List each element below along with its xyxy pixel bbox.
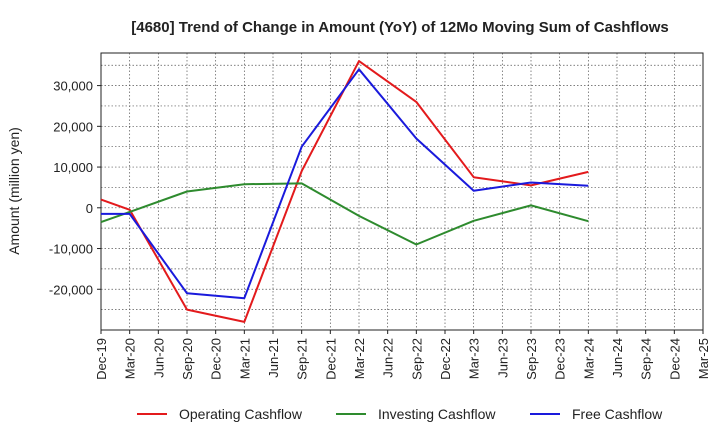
x-tick-label: Sep-21 bbox=[295, 338, 310, 380]
free-cashflow-legend-label: Free Cashflow bbox=[572, 406, 663, 422]
plot-area-frame bbox=[100, 52, 704, 331]
x-tick-label: Dec-20 bbox=[209, 338, 224, 380]
x-tick-label: Dec-22 bbox=[438, 338, 453, 380]
x-tick-label: Mar-22 bbox=[352, 338, 367, 379]
y-axis-ticks: 30,000 20,000 10,000 0 -10,000 -20,000 bbox=[49, 79, 101, 297]
x-tick-label: Dec-23 bbox=[553, 338, 568, 380]
x-tick-label: Dec-24 bbox=[667, 338, 682, 380]
x-tick-label: Mar-20 bbox=[123, 338, 138, 379]
investing-cashflow-line bbox=[100, 182, 589, 246]
y-tick-label: 0 bbox=[86, 201, 93, 216]
y-tick-label: 10,000 bbox=[53, 160, 93, 175]
x-tick-label: Jun-23 bbox=[495, 338, 510, 378]
x-tick-label: Sep-22 bbox=[409, 338, 424, 380]
free-cashflow-line bbox=[101, 68, 589, 300]
series-lines bbox=[100, 60, 589, 323]
x-tick-label: Dec-19 bbox=[94, 338, 109, 380]
x-tick-label: Mar-25 bbox=[696, 338, 711, 379]
x-tick-label: Sep-23 bbox=[524, 338, 539, 380]
legend: Operating Cashflow Investing Cashflow Free… bbox=[137, 406, 663, 422]
chart-title: [4680] Trend of Change in Amount (YoY) o… bbox=[131, 19, 669, 36]
y-tick-label: -20,000 bbox=[49, 282, 93, 297]
x-tick-label: Mar-23 bbox=[467, 338, 482, 379]
x-tick-label: Sep-20 bbox=[180, 338, 195, 380]
y-tick-label: 30,000 bbox=[53, 79, 93, 94]
x-axis-ticks: Dec-19 Mar-20 Jun-20 Sep-20 Dec-20 Mar-21 Jun-… bbox=[94, 330, 711, 380]
x-tick-label: Mar-21 bbox=[237, 338, 252, 379]
y-tick-label: 20,000 bbox=[53, 119, 93, 134]
x-tick-label: Dec-21 bbox=[323, 338, 338, 380]
investing-cashflow-legend-label: Investing Cashflow bbox=[378, 406, 496, 422]
x-tick-label: Jun-24 bbox=[610, 338, 625, 378]
x-tick-label: Mar-24 bbox=[581, 338, 596, 379]
operating-cashflow-line bbox=[100, 60, 589, 323]
grid bbox=[101, 53, 703, 330]
operating-cashflow-legend-label: Operating Cashflow bbox=[179, 406, 303, 422]
x-tick-label: Jun-22 bbox=[381, 338, 396, 378]
x-tick-label: Jun-21 bbox=[266, 338, 281, 378]
x-tick-label: Sep-24 bbox=[639, 338, 654, 380]
y-axis-label: Amount (million yen) bbox=[6, 127, 22, 255]
x-tick-label: Jun-20 bbox=[151, 338, 166, 378]
y-tick-label: -10,000 bbox=[49, 242, 93, 257]
